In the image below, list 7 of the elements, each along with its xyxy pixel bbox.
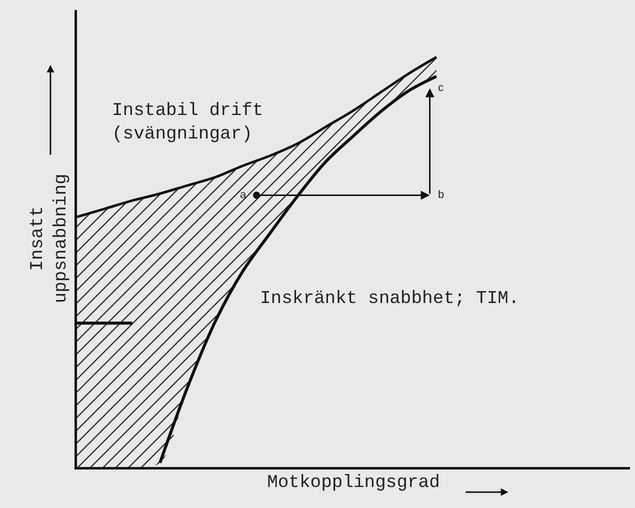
x-axis-title: Motkopplingsgrad	[267, 472, 440, 493]
annotation: c	[438, 82, 444, 94]
y-axis-title: Insatt uppsnabbning	[28, 174, 72, 304]
annotation: a	[240, 189, 247, 201]
annotation: Instabil drift (svängningar)	[112, 101, 264, 144]
annotation: Inskränkt snabbhet; TIM.	[260, 289, 520, 309]
annotation: b	[438, 189, 444, 201]
